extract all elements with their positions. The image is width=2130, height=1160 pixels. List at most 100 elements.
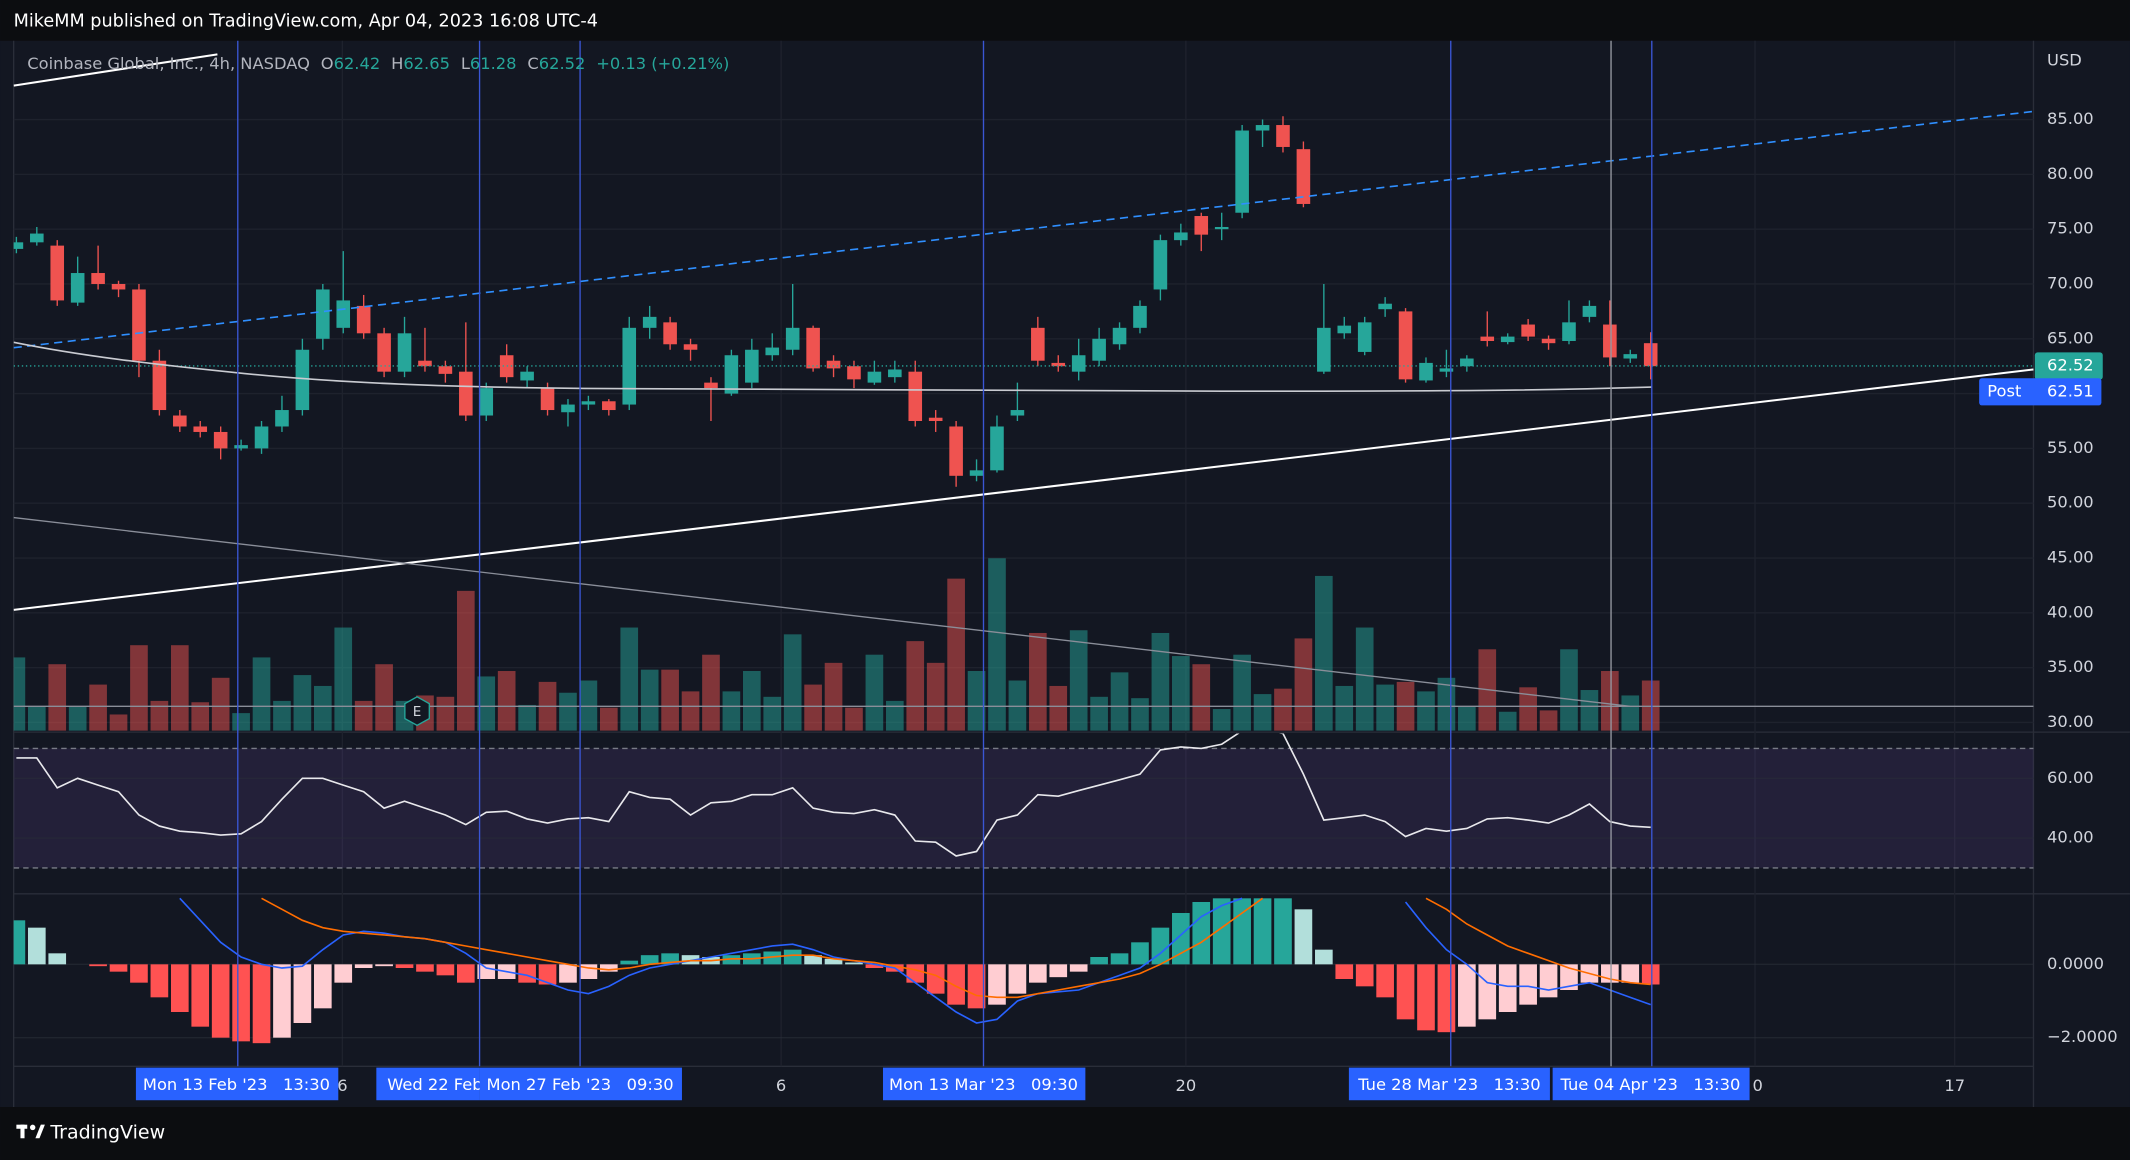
earnings-badge <box>404 696 430 727</box>
volume-bar <box>1580 690 1599 731</box>
histogram-bar <box>13 920 26 965</box>
ohlc-value: 62.52 <box>539 53 586 72</box>
histogram-bar <box>109 964 128 972</box>
crosshair-label: Wed 22 Feb <box>387 1075 482 1094</box>
price-pane <box>13 116 2034 731</box>
volume-bar <box>783 634 802 731</box>
candle-body <box>1153 240 1168 290</box>
volume-bar <box>68 706 87 731</box>
histogram-bar <box>1253 898 1272 965</box>
candle-body <box>663 322 677 345</box>
candle-body <box>1500 336 1515 343</box>
candle-body <box>1541 338 1556 344</box>
histogram-bar <box>559 964 577 983</box>
candle-body <box>1112 327 1127 345</box>
candle-body <box>91 273 105 284</box>
legend: Coinbase Global, Inc., 4h, NASDAQ O62.42 H… <box>27 53 729 72</box>
volume-bar <box>1335 685 1354 731</box>
histogram-bar <box>661 953 679 965</box>
post-tag <box>1979 378 2102 406</box>
histogram-bar <box>416 964 434 972</box>
rsi-pane <box>13 733 2034 869</box>
histogram-bar <box>783 949 802 965</box>
volume-bar <box>1376 684 1394 731</box>
histogram-bar <box>170 964 189 1013</box>
candle-body <box>683 344 698 350</box>
candle-body <box>173 415 187 427</box>
ohlc-label: C <box>527 53 538 72</box>
candle-body <box>459 371 473 416</box>
histogram-bar <box>640 955 659 965</box>
volume-bar <box>1601 671 1619 731</box>
candle-body <box>581 401 596 405</box>
candle-body <box>152 360 167 411</box>
histogram-bar <box>763 951 782 965</box>
histogram-bar <box>906 964 925 983</box>
volume-bar <box>1029 632 1047 731</box>
volume-bar <box>211 677 230 731</box>
volume-bar <box>1560 649 1578 731</box>
y-tick-label: 85.00 <box>2047 109 2094 128</box>
histogram-bar <box>845 962 863 965</box>
volume-bar <box>436 696 455 731</box>
crosshair-tags: Mon 13 Feb '23 13:30 Wed 22 Feb Mon 27 F… <box>135 1067 1750 1101</box>
candle-body <box>765 347 780 356</box>
volume-bar <box>1212 709 1231 731</box>
histogram-bar <box>681 955 700 965</box>
volume-bar <box>1151 632 1170 731</box>
histogram-bar <box>232 964 250 1042</box>
volume-bar <box>947 578 965 731</box>
histogram-bar <box>947 964 965 1005</box>
volume-bar <box>1519 687 1537 731</box>
candle-body <box>949 426 963 476</box>
histogram-bar <box>1110 953 1129 965</box>
volume-bar <box>1253 694 1272 731</box>
volume-bar <box>170 645 189 731</box>
candle-body <box>642 316 657 328</box>
volume-bar <box>150 700 169 731</box>
candle-body <box>928 417 943 422</box>
volume-bar <box>232 713 250 731</box>
volume-bar <box>1539 710 1558 731</box>
volume-bar <box>1192 664 1211 731</box>
candle-body <box>1317 327 1331 372</box>
histogram-bar <box>1519 964 1537 1005</box>
histogram-bar <box>252 964 271 1044</box>
histogram-bar <box>1376 964 1394 998</box>
candle-body <box>888 369 902 378</box>
histogram-bar <box>1233 898 1251 965</box>
volume-bar <box>722 691 741 731</box>
volume-bar <box>1069 630 1088 731</box>
last-price-tag <box>2034 352 2103 380</box>
histogram-bar <box>1478 964 1497 1020</box>
volume-bar <box>1498 711 1517 731</box>
volume-bar <box>191 702 210 731</box>
volume-bar <box>1172 656 1190 731</box>
time-label: 6 <box>337 1076 347 1095</box>
candle-body <box>479 388 494 416</box>
volume-bar <box>1233 654 1251 731</box>
y-tick-label: 75.00 <box>2047 219 2094 238</box>
candle-body <box>785 327 800 350</box>
candle-body <box>111 283 126 290</box>
volume-bar <box>477 676 496 731</box>
histogram-bar <box>967 964 986 1009</box>
candle-body <box>1623 354 1638 359</box>
rsi-line <box>16 733 1651 857</box>
y-tick-label: 45.00 <box>2047 548 2094 567</box>
histogram-bar <box>804 955 822 965</box>
volume-bar <box>661 669 679 731</box>
candle-body <box>30 233 44 243</box>
histogram-bar <box>1315 949 1333 965</box>
histogram-bar <box>211 964 230 1038</box>
candle-body <box>724 355 739 394</box>
candle-body <box>847 366 861 380</box>
y-tick-label: −2.0000 <box>2047 1027 2118 1046</box>
volume-bar <box>27 706 46 731</box>
y-tick-label: 65.00 <box>2047 328 2094 347</box>
candle-body <box>1357 322 1372 352</box>
volume-bar <box>681 691 700 731</box>
volume-bar <box>1458 706 1476 731</box>
histogram-bar <box>1437 964 1456 1033</box>
